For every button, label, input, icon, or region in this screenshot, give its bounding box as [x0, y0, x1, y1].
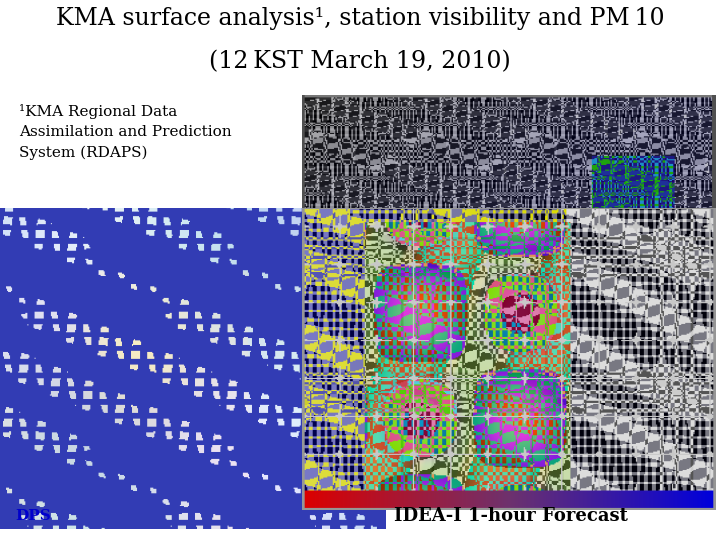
Text: IDEA-I 1-hour Forecast: IDEA-I 1-hour Forecast [395, 507, 628, 525]
Text: DPS: DPS [15, 509, 51, 523]
Text: KMA surface analysis¹, station visibility and PM 10: KMA surface analysis¹, station visibilit… [55, 8, 665, 30]
Text: ¹KMA Regional Data
Assimilation and Prediction
System (RDAPS): ¹KMA Regional Data Assimilation and Pred… [19, 104, 231, 160]
Text: (12 KST March 19, 2010): (12 KST March 19, 2010) [209, 51, 511, 73]
